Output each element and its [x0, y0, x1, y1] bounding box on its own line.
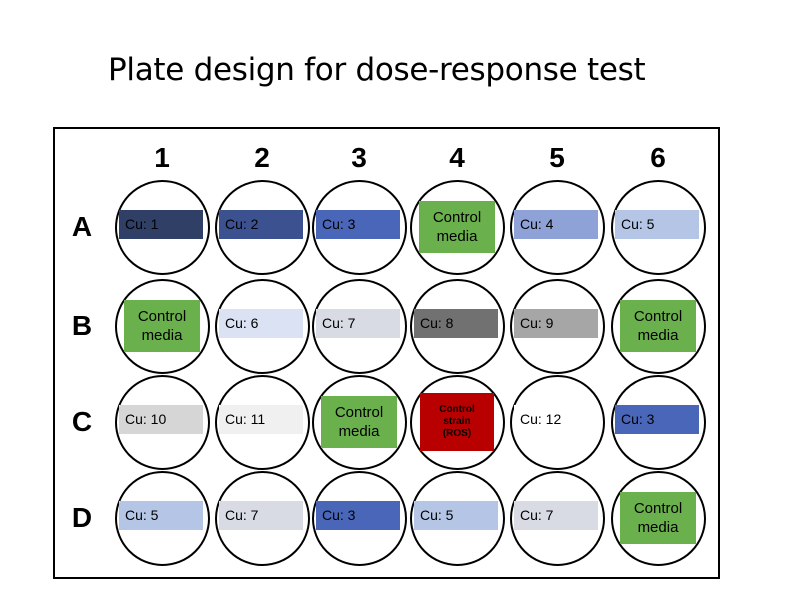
- well-label-D2: Cu: 7: [219, 500, 303, 530]
- well-label-D1: Cu: 5: [119, 500, 203, 530]
- well-label-D4: Cu: 5: [414, 500, 498, 530]
- row-label-A: A: [71, 211, 93, 242]
- column-label-6: 6: [650, 142, 666, 173]
- well-label-C3: Control media: [321, 396, 397, 448]
- well-label-D6: Control media: [620, 492, 696, 544]
- well-label-C6: Cu: 3: [615, 404, 699, 434]
- page-title: Plate design for dose-response test: [108, 52, 646, 88]
- well-label-A6: Cu: 5: [615, 209, 699, 239]
- well-label-C5: Cu: 12: [514, 404, 598, 434]
- well-label-D5: Cu: 7: [514, 500, 598, 530]
- row-label-C: C: [71, 406, 93, 437]
- well-label-A5: Cu: 4: [514, 209, 598, 239]
- well-label-A3: Cu: 3: [316, 209, 400, 239]
- well-label-B4: Cu: 8: [414, 308, 498, 338]
- column-label-5: 5: [549, 142, 565, 173]
- well-label-B5: Cu: 9: [514, 308, 598, 338]
- well-label-B3: Cu: 7: [316, 308, 400, 338]
- well-label-C1: Cu: 10: [119, 404, 203, 434]
- well-label-A2: Cu: 2: [219, 209, 303, 239]
- column-label-4: 4: [449, 142, 465, 173]
- well-label-C2: Cu: 11: [219, 404, 303, 434]
- well-label-B2: Cu: 6: [219, 308, 303, 338]
- well-label-A1: Cu: 1: [119, 209, 203, 239]
- well-label-C4: Control strain (ROS): [420, 393, 494, 451]
- row-label-B: B: [71, 310, 93, 341]
- column-label-3: 3: [351, 142, 367, 173]
- well-label-D3: Cu: 3: [316, 500, 400, 530]
- column-label-2: 2: [254, 142, 270, 173]
- well-label-A4: Control media: [419, 201, 495, 253]
- well-label-B6: Control media: [620, 300, 696, 352]
- row-label-D: D: [71, 502, 93, 533]
- well-label-B1: Control media: [124, 300, 200, 352]
- column-label-1: 1: [154, 142, 170, 173]
